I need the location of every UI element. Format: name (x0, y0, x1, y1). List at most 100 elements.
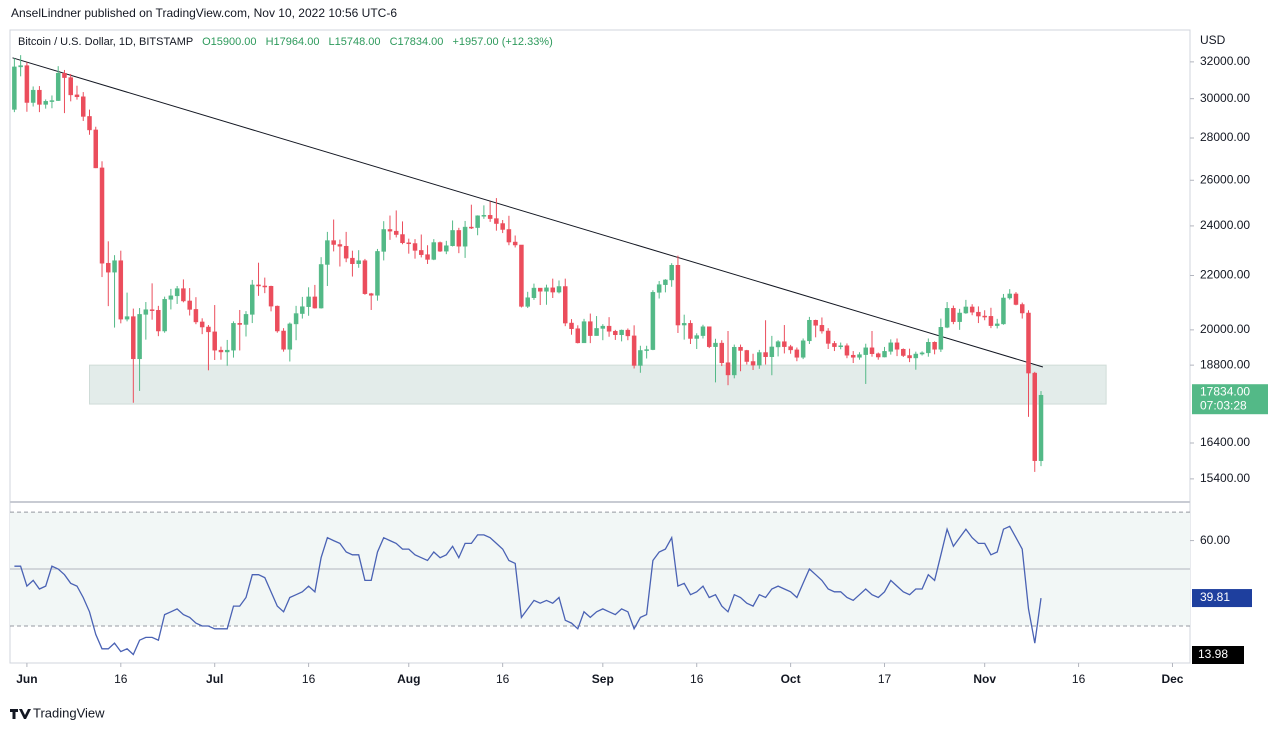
candle-body (1013, 293, 1019, 305)
candle-body (544, 287, 549, 292)
candle-body (350, 257, 355, 264)
x-tick-label: Jun (16, 672, 37, 686)
candle-body (594, 328, 599, 336)
x-tick-label: 17 (878, 672, 892, 686)
candle-body (487, 215, 493, 219)
rsi-last-label: 39.81 (1200, 590, 1230, 604)
candle-body (644, 349, 649, 351)
candle-body (68, 77, 73, 96)
candle-body (124, 316, 130, 320)
candle-body (18, 65, 23, 68)
x-tick-label: Oct (781, 672, 801, 686)
candle-body (300, 306, 305, 314)
candle-body (224, 349, 230, 353)
candle-body (218, 349, 224, 353)
candle-body (619, 329, 624, 335)
candle-body (638, 350, 643, 366)
candle-body (663, 279, 668, 285)
symbol-title: Bitcoin / U.S. Dollar, 1D, BITSTAMP (18, 36, 193, 48)
candle-body (738, 346, 743, 351)
y-tick-label: 15400.00 (1200, 471, 1250, 485)
candle-body (481, 215, 487, 217)
x-tick-label: 16 (690, 672, 704, 686)
currency-label: USD (1200, 33, 1226, 47)
candle-body (988, 316, 994, 326)
candle-body (1032, 372, 1038, 461)
candle-body (212, 331, 217, 351)
candle-body (1007, 293, 1012, 299)
candle-body (694, 335, 699, 339)
candle-body (325, 240, 330, 265)
candle-body (368, 293, 374, 296)
candle-body (732, 346, 737, 376)
x-tick-label: Jul (206, 672, 223, 686)
candle-body (976, 311, 981, 317)
rsi-extra-label: 13.98 (1198, 647, 1228, 661)
candle-body (231, 323, 236, 351)
rsi-y-tick-label: 60.00 (1200, 533, 1230, 547)
candle-body (356, 260, 361, 264)
candle-body (506, 229, 512, 243)
candle-body (444, 245, 449, 252)
x-tick-label: Dec (1161, 672, 1183, 686)
candle-body (957, 312, 962, 322)
rsi-extra-box (1192, 646, 1244, 664)
candle-body (43, 101, 48, 105)
y-tick-label: 28000.00 (1200, 130, 1250, 144)
y-tick-label: 30000.00 (1200, 91, 1250, 105)
candle-body (475, 215, 480, 228)
candle-body (932, 342, 937, 350)
candle-body (450, 230, 455, 246)
candle-body (437, 242, 443, 252)
candle-body (794, 349, 800, 358)
candle-body (137, 314, 142, 360)
change: +1957.00 (+12.33%) (452, 36, 552, 48)
candle-body (901, 349, 906, 356)
candle-body (556, 286, 562, 293)
rsi-last-box (1192, 589, 1252, 608)
candle-body (581, 321, 587, 344)
candle-body (199, 321, 205, 328)
x-tick-label: Sep (592, 672, 614, 686)
candle-body (431, 242, 437, 260)
candle-body (49, 100, 55, 102)
candle-body (1038, 394, 1044, 461)
y-tick-label: 32000.00 (1200, 54, 1250, 68)
candle-body (982, 315, 987, 318)
rsi-line (14, 525, 1042, 656)
x-tick-label: Aug (397, 672, 420, 686)
candle-body (537, 287, 543, 292)
candle-body (112, 260, 117, 273)
last-price-label: 17834.00 (1200, 384, 1250, 398)
x-tick-label: 16 (496, 672, 510, 686)
candle-body (625, 329, 631, 337)
candle-body (281, 330, 286, 350)
candle-body (744, 350, 750, 362)
candle-body (87, 116, 92, 131)
candle-body (807, 319, 812, 342)
candle-body (969, 306, 975, 313)
candle-body (700, 326, 706, 336)
candle-body (80, 96, 86, 117)
candle-body (531, 287, 537, 298)
candle-body (206, 326, 211, 333)
candle-body (832, 343, 837, 347)
candle-body (375, 251, 380, 296)
candle-body (425, 254, 430, 260)
x-tick-label: 16 (114, 672, 128, 686)
y-tick-label: 18800.00 (1200, 357, 1250, 371)
candle-body (944, 308, 950, 328)
candle-body (143, 309, 149, 315)
candle-body (456, 230, 462, 247)
candle-body (162, 299, 167, 332)
y-tick-label: 22000.00 (1200, 268, 1250, 282)
candle-body (863, 347, 868, 355)
candle-body (857, 354, 862, 358)
candle-body (243, 314, 249, 325)
candle-body (713, 342, 718, 347)
candle-body (168, 295, 174, 300)
countdown-label: 07:03:28 (1200, 398, 1247, 412)
support-zone (89, 364, 1107, 405)
